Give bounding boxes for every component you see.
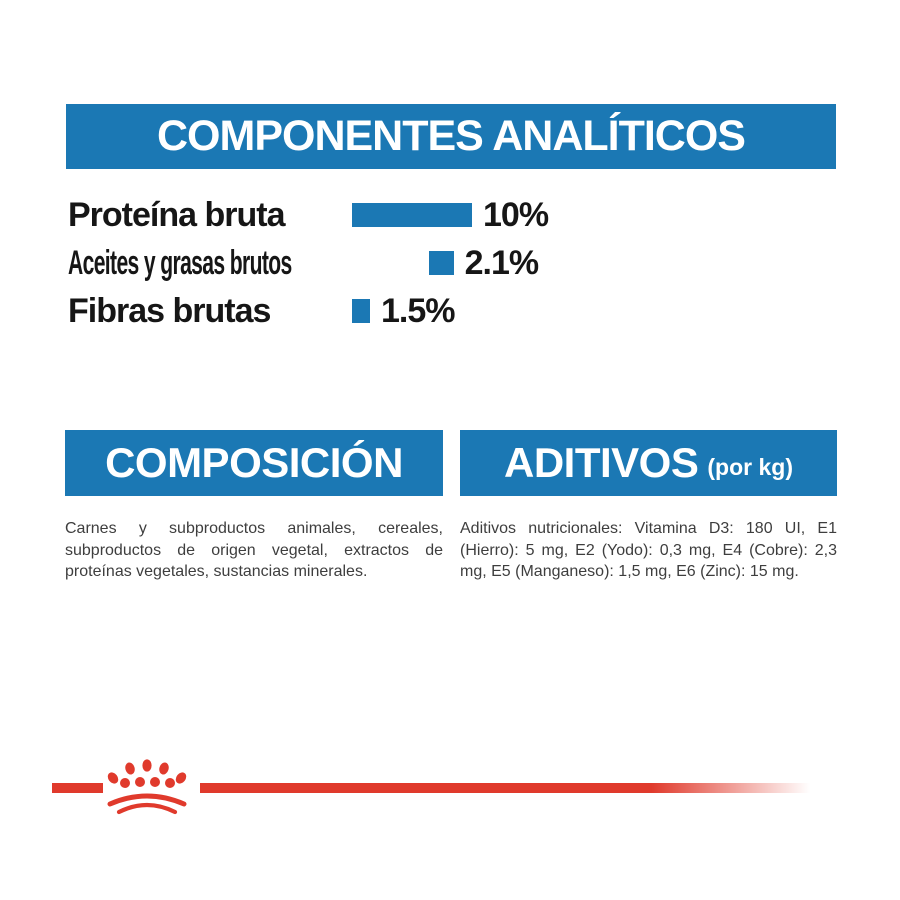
additives-title: ADITIVOS	[504, 439, 699, 486]
additives-body: Aditivos nutricionales: Vitamina D3: 180…	[460, 520, 837, 581]
chart-row: Fibras brutas 1.5%	[68, 287, 848, 335]
chart-value-label: 10%	[483, 195, 549, 234]
chart-value-label: 1.5%	[381, 291, 455, 330]
analytical-components-title: COMPONENTES ANALÍTICOS	[157, 112, 746, 160]
analytical-chart: Proteína bruta 10% Aceites y grasas brut…	[68, 191, 848, 335]
chart-value-label: 2.1%	[464, 243, 539, 282]
composition-header: COMPOSICIÓN	[65, 430, 443, 496]
red-line-left-segment	[52, 783, 103, 793]
chart-row: Proteína bruta 10%	[68, 191, 848, 239]
chart-bar	[352, 299, 370, 323]
chart-category-label: Aceites y grasas brutos	[68, 243, 292, 282]
red-line-right-segment	[200, 783, 810, 793]
composition-body: Carnes y subproductos animales, cereales…	[65, 520, 443, 581]
chart-bar	[352, 203, 472, 227]
composition-title: COMPOSICIÓN	[105, 439, 403, 486]
chart-category-label: Proteína bruta	[68, 195, 285, 234]
additives-header: ADITIVOS (por kg)	[460, 430, 837, 496]
royal-canin-crown-icon	[107, 759, 187, 815]
chart-category-label: Fibras brutas	[68, 291, 271, 330]
additives-title-suffix: (por kg)	[707, 453, 793, 480]
chart-bar	[428, 251, 454, 275]
analytical-components-header: COMPONENTES ANALÍTICOS	[66, 104, 836, 169]
chart-row: Aceites y grasas brutos 2.1%	[68, 239, 848, 287]
